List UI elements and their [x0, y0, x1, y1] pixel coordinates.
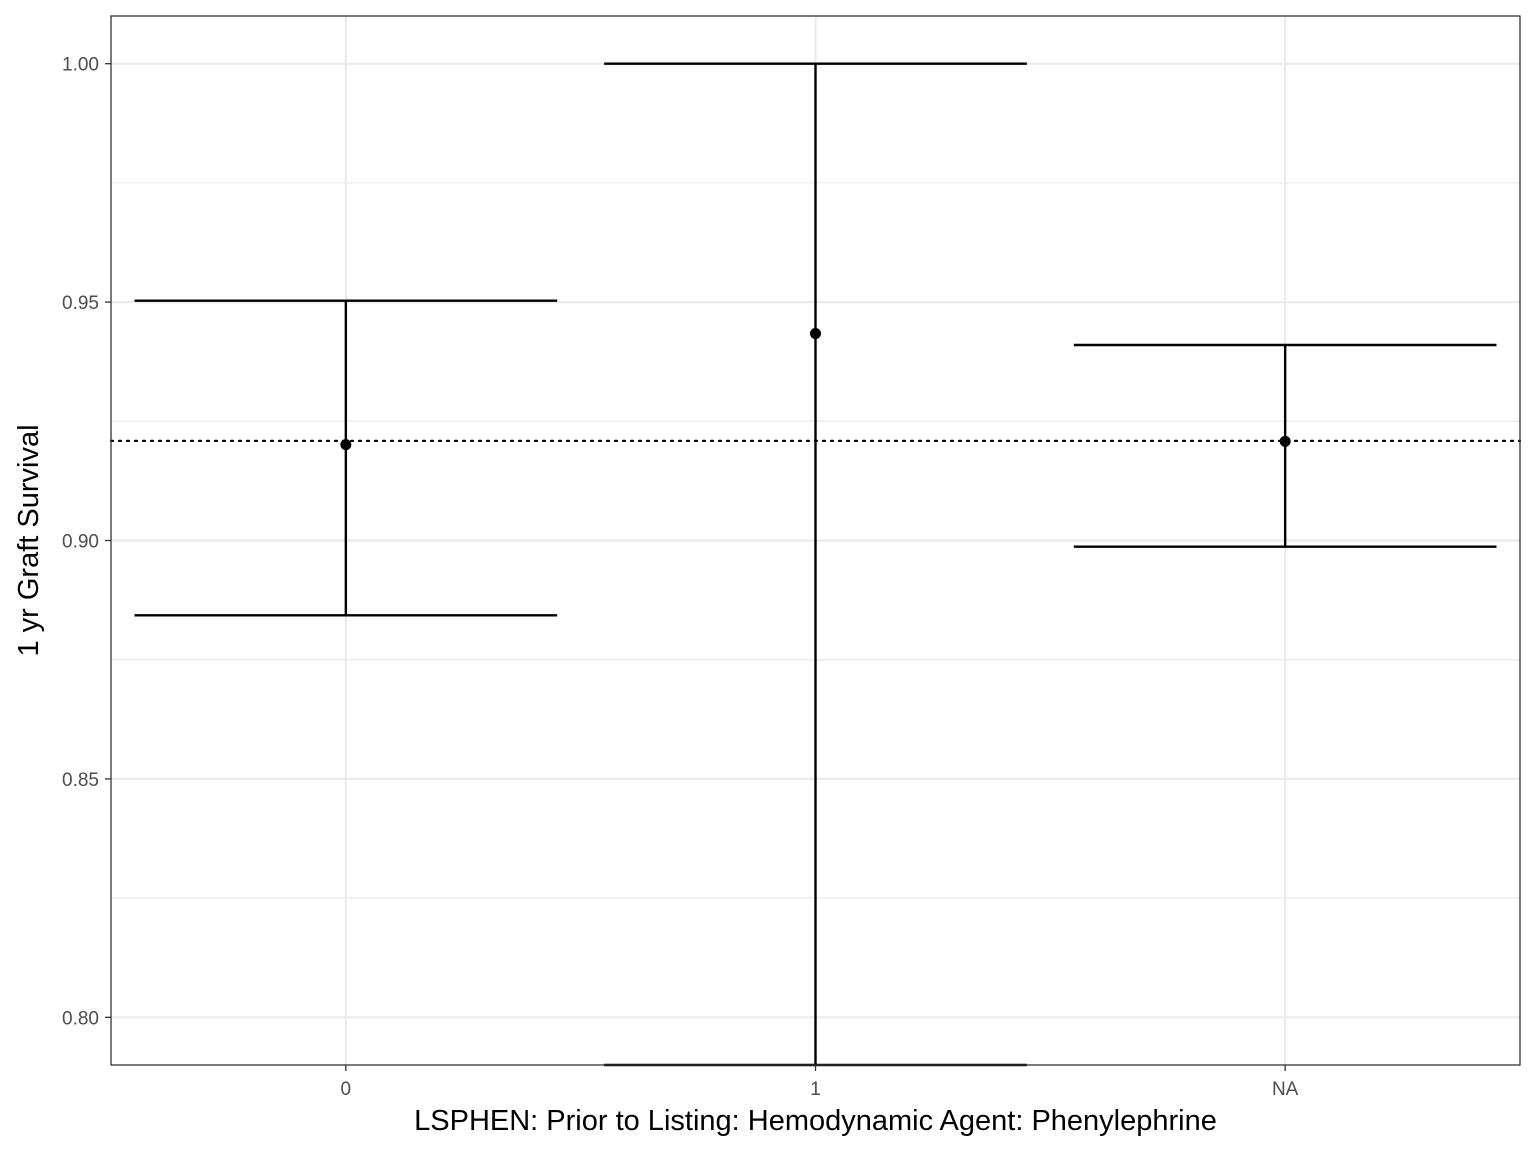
x-tick-label: NA	[1272, 1079, 1299, 1100]
x-tick-label: 0	[341, 1079, 352, 1100]
point-estimate	[340, 439, 351, 450]
point-estimate	[1280, 436, 1291, 447]
errorbars	[134, 64, 1496, 1065]
x-axis-title: LSPHEN: Prior to Listing: Hemodynamic Ag…	[414, 1105, 1217, 1137]
y-axis-title: 1 yr Graft Survival	[13, 424, 45, 656]
y-tick-label: 0.95	[62, 293, 99, 314]
y-tick-label: 0.85	[62, 770, 99, 791]
x-axis: 0 1 NA	[341, 1065, 1299, 1100]
y-tick-label: 0.80	[62, 1008, 99, 1029]
y-axis: 0.80 0.85 0.90 0.95 1.00	[62, 55, 111, 1030]
y-tick-label: 1.00	[62, 55, 99, 76]
y-tick-label: 0.90	[62, 532, 99, 553]
x-tick-label: 1	[810, 1079, 821, 1100]
point-estimate	[810, 328, 821, 339]
